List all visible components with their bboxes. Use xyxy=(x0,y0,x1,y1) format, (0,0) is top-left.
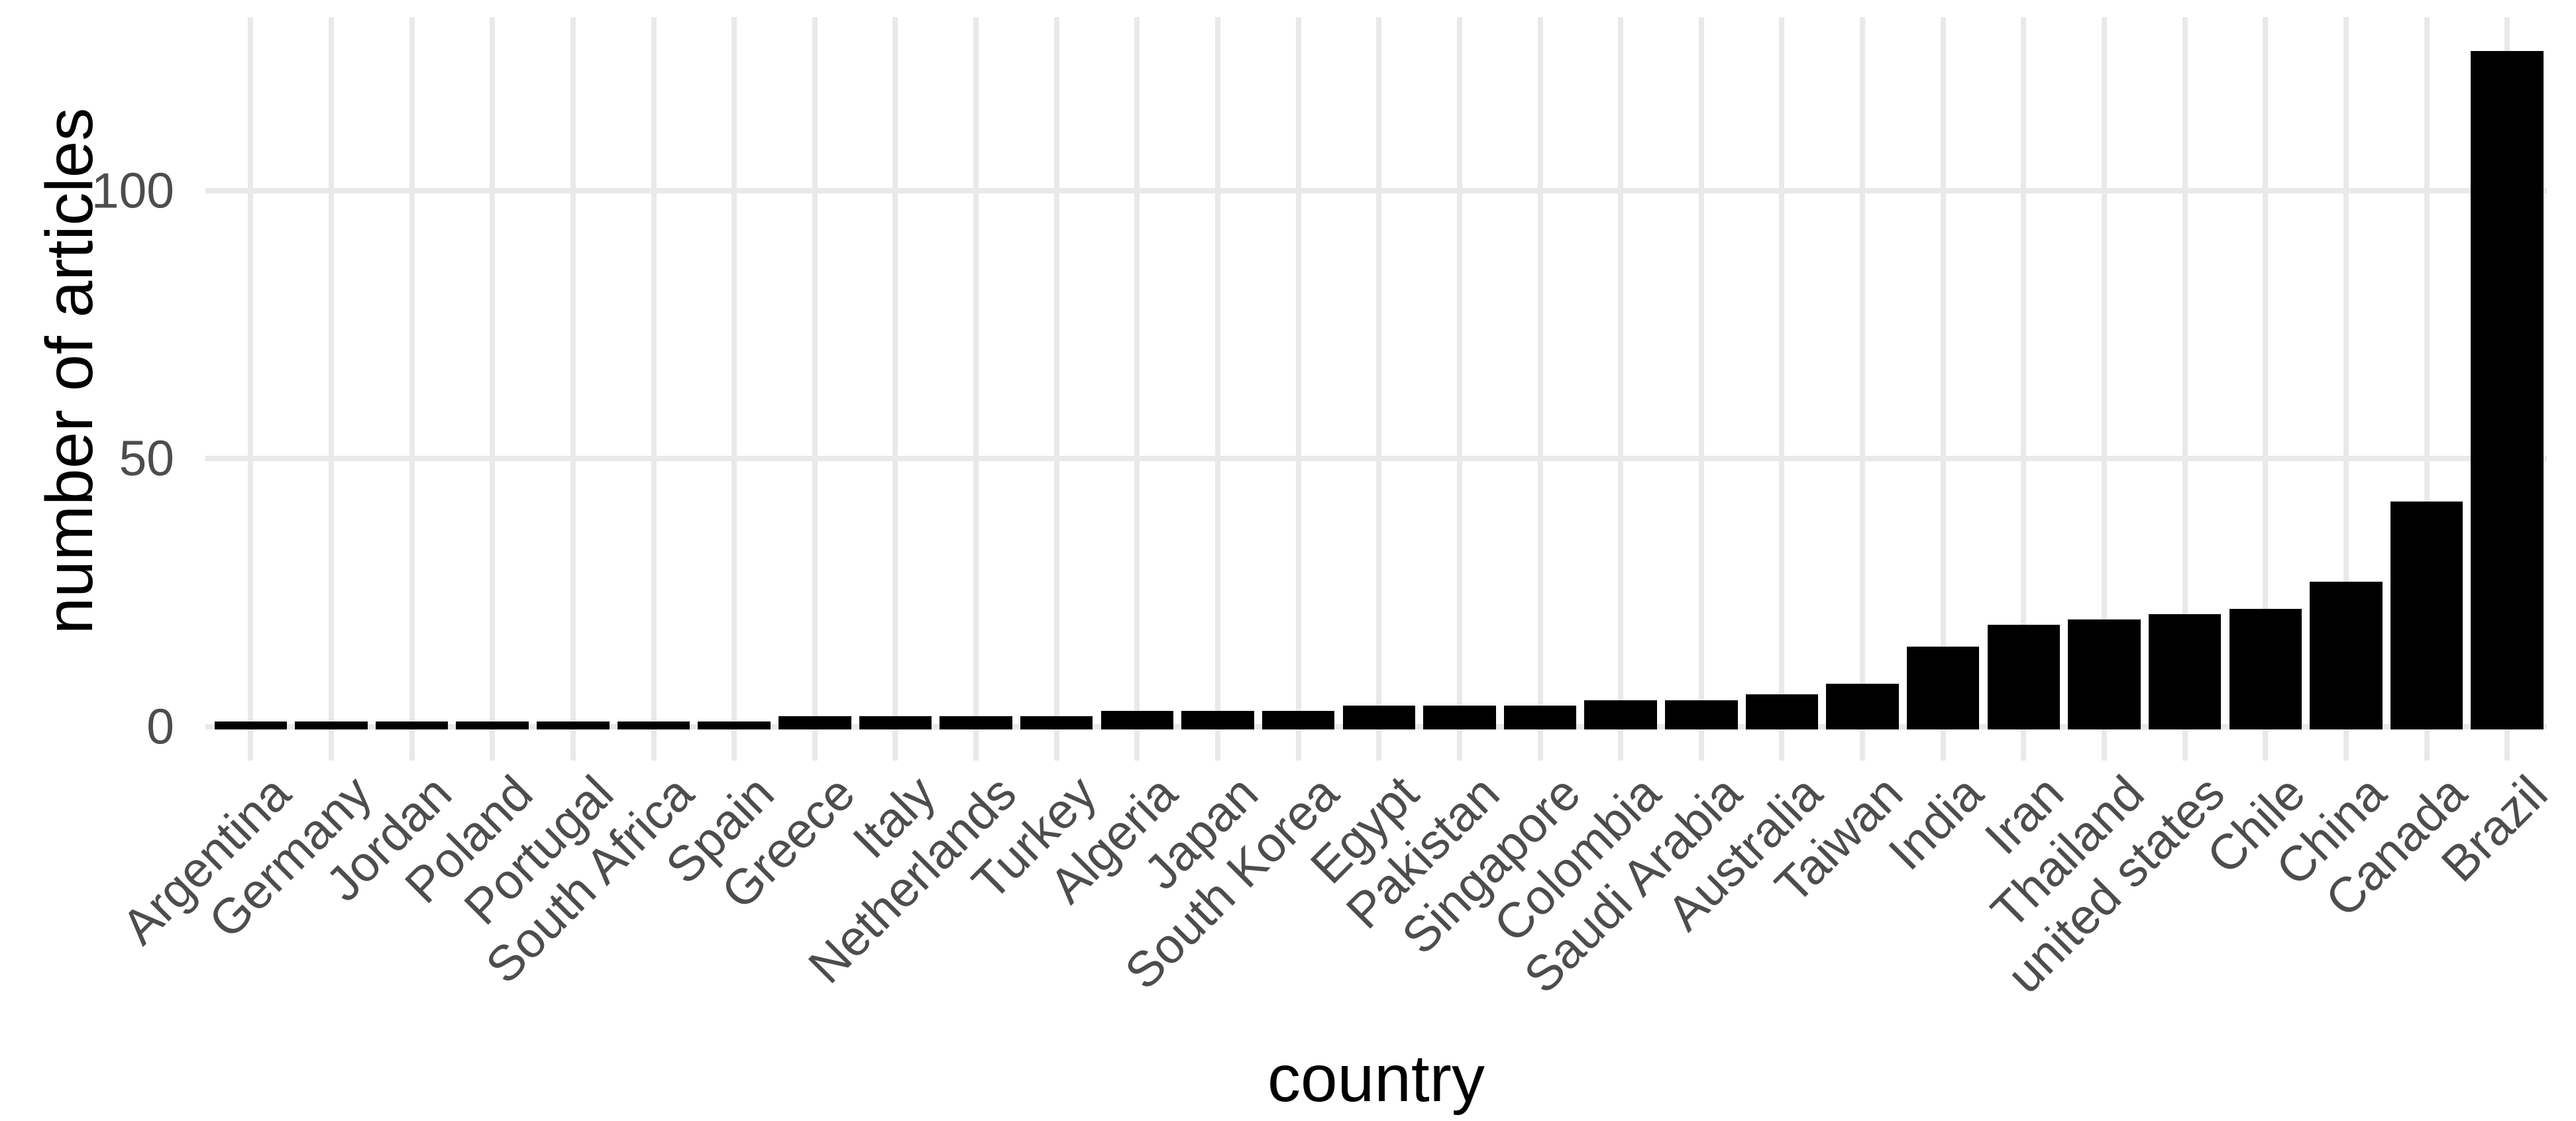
bar xyxy=(2068,619,2141,729)
bar xyxy=(1906,646,1980,729)
vertical-gridline xyxy=(731,17,737,761)
vertical-gridline xyxy=(2263,17,2269,761)
bar xyxy=(2229,608,2302,729)
horizontal-gridline xyxy=(205,187,2547,193)
bar xyxy=(537,721,610,729)
bar xyxy=(375,721,449,729)
vertical-gridline xyxy=(1940,17,1946,761)
bar xyxy=(456,721,529,729)
bar xyxy=(859,716,932,729)
vertical-gridline xyxy=(892,17,898,761)
y-axis-title: number of articles xyxy=(32,107,107,635)
bar xyxy=(939,716,1012,729)
vertical-gridline xyxy=(812,17,818,761)
vertical-gridline xyxy=(2102,17,2108,761)
vertical-gridline xyxy=(248,17,254,761)
bar xyxy=(1826,684,1899,729)
vertical-gridline xyxy=(409,17,415,761)
vertical-gridline xyxy=(1698,17,1704,761)
vertical-gridline xyxy=(1860,17,1866,761)
bar xyxy=(617,721,690,729)
horizontal-gridline xyxy=(205,456,2547,462)
bar xyxy=(295,721,368,729)
bar xyxy=(1987,625,2061,729)
bar xyxy=(1584,700,1657,729)
vertical-gridline xyxy=(973,17,979,761)
bar xyxy=(698,721,771,729)
bar xyxy=(2148,614,2222,729)
vertical-gridline xyxy=(1618,17,1624,761)
bar xyxy=(1665,700,1738,729)
x-axis-title: country xyxy=(1267,1041,1485,1116)
vertical-gridline xyxy=(2343,17,2349,761)
vertical-gridline xyxy=(1456,17,1462,761)
vertical-gridline xyxy=(1537,17,1543,761)
bar xyxy=(2390,502,2463,729)
vertical-gridline xyxy=(651,17,657,761)
y-tick-label: 100 xyxy=(91,162,174,219)
y-tick-label: 50 xyxy=(119,430,174,486)
vertical-gridline xyxy=(1214,17,1220,761)
bar xyxy=(1261,710,1335,729)
vertical-gridline xyxy=(2182,17,2188,761)
vertical-gridline xyxy=(1376,17,1382,761)
y-tick-label: 0 xyxy=(146,698,174,755)
bar xyxy=(1342,705,1415,729)
bar xyxy=(2471,51,2544,729)
vertical-gridline xyxy=(1053,17,1059,761)
bar xyxy=(1181,710,1254,729)
vertical-gridline xyxy=(328,17,334,761)
vertical-gridline xyxy=(490,17,496,761)
vertical-gridline xyxy=(570,17,576,761)
vertical-gridline xyxy=(1295,17,1301,761)
bar xyxy=(1100,710,1174,729)
bar xyxy=(214,721,288,729)
vertical-gridline xyxy=(2021,17,2027,761)
vertical-gridline xyxy=(1779,17,1785,761)
bar xyxy=(2310,582,2383,729)
vertical-gridline xyxy=(2424,17,2430,761)
bar xyxy=(778,716,851,729)
x-tick-label: India xyxy=(1878,765,1994,881)
bar xyxy=(1503,705,1577,729)
bar xyxy=(1423,705,1496,729)
bar xyxy=(1745,694,1819,729)
bar xyxy=(1020,716,1093,729)
vertical-gridline xyxy=(1134,17,1140,761)
